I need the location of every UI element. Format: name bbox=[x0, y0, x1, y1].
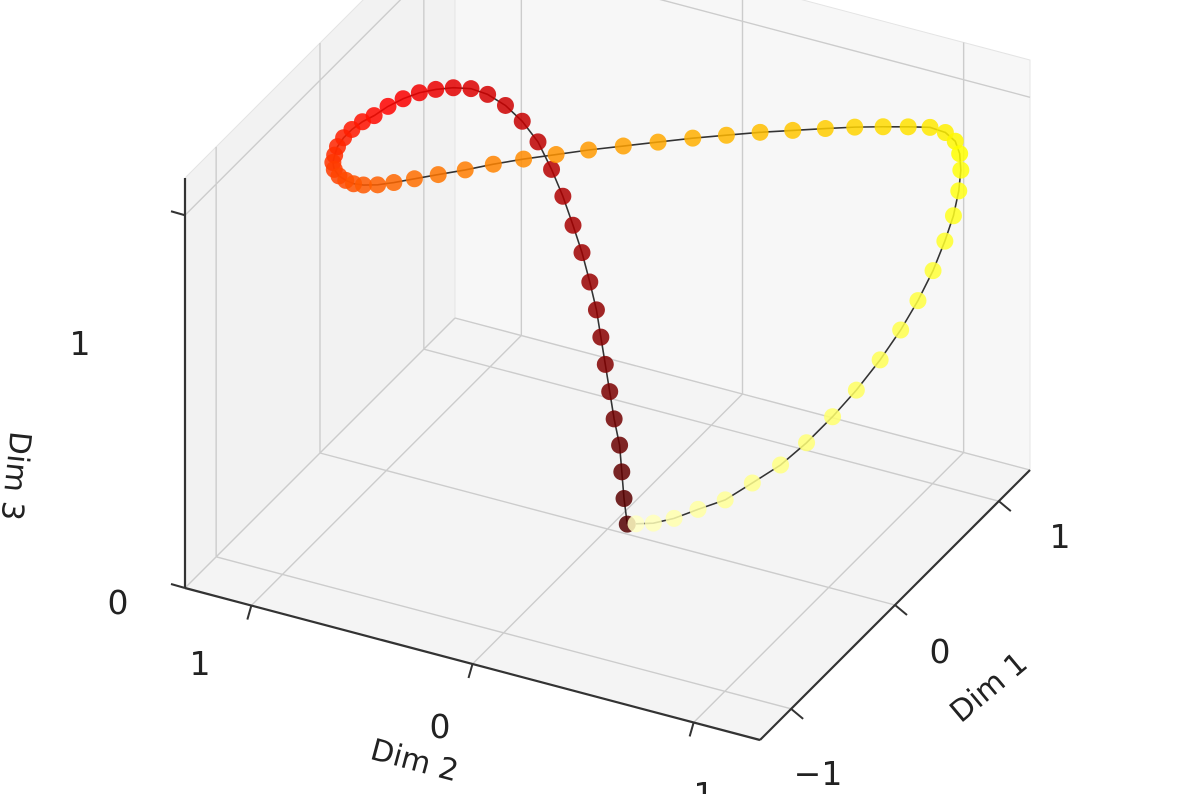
x-tick-mark bbox=[998, 500, 1012, 512]
data-point bbox=[405, 170, 423, 188]
data-point bbox=[613, 463, 631, 481]
data-point bbox=[601, 383, 619, 401]
y-tick-mark bbox=[246, 605, 253, 620]
data-point bbox=[816, 120, 834, 138]
data-points bbox=[324, 79, 970, 533]
data-point bbox=[484, 155, 502, 173]
x-tick-label-1: 1 bbox=[1050, 517, 1071, 556]
x-tick-label-0: 0 bbox=[930, 632, 951, 671]
data-point bbox=[614, 137, 632, 155]
y-tick-mark bbox=[688, 722, 695, 737]
data-point bbox=[580, 141, 598, 159]
data-point bbox=[462, 80, 480, 98]
data-point bbox=[410, 84, 428, 102]
data-point bbox=[479, 85, 497, 103]
data-point bbox=[354, 176, 372, 194]
data-point bbox=[573, 244, 591, 262]
data-point bbox=[847, 381, 865, 399]
data-point bbox=[627, 515, 645, 533]
z-tick-label-0: 0 bbox=[108, 583, 129, 622]
data-point bbox=[798, 434, 816, 452]
z-tick-label-1: 1 bbox=[70, 324, 91, 363]
data-point bbox=[952, 161, 970, 179]
data-point bbox=[874, 118, 892, 136]
data-point bbox=[564, 216, 582, 234]
data-point bbox=[751, 123, 769, 141]
x-tick-label-neg1: −1 bbox=[794, 754, 843, 793]
data-point bbox=[772, 456, 790, 474]
data-point bbox=[824, 408, 842, 426]
x-axis-label: Dim 1 bbox=[943, 646, 1034, 730]
data-point bbox=[950, 182, 968, 200]
x-tick-mark bbox=[894, 604, 908, 616]
y-tick-label-neg1: −1 bbox=[666, 775, 715, 794]
data-point bbox=[615, 490, 633, 508]
data-point bbox=[427, 80, 445, 98]
data-point bbox=[909, 292, 927, 310]
wall-grid-z bbox=[659, 0, 1031, 98]
data-point bbox=[592, 328, 610, 346]
data-point bbox=[456, 161, 474, 179]
data-point bbox=[743, 474, 761, 492]
data-point bbox=[716, 491, 734, 509]
data-point bbox=[394, 90, 412, 108]
data-point bbox=[596, 355, 614, 373]
data-point bbox=[665, 509, 683, 527]
data-point bbox=[554, 187, 572, 205]
data-point bbox=[587, 301, 605, 319]
tick-marks bbox=[170, 210, 1012, 737]
data-point bbox=[899, 118, 917, 136]
data-point bbox=[581, 273, 599, 291]
z-axis-label: Dim 3 bbox=[0, 430, 38, 522]
data-point bbox=[543, 160, 561, 178]
y-tick-label-1: 1 bbox=[190, 644, 211, 683]
data-point bbox=[871, 351, 889, 369]
data-point bbox=[611, 436, 629, 454]
z-tick-mark bbox=[170, 583, 186, 589]
data-point bbox=[944, 207, 962, 225]
data-point bbox=[385, 174, 403, 192]
data-point bbox=[921, 118, 939, 136]
x-tick-mark bbox=[790, 708, 804, 720]
data-point bbox=[515, 150, 533, 168]
z-tick-mark bbox=[170, 210, 186, 217]
floor-grid-x bbox=[423, 348, 1000, 502]
data-point bbox=[547, 146, 565, 164]
data-point bbox=[892, 321, 910, 339]
data-point bbox=[605, 410, 623, 428]
grid-lines bbox=[184, 0, 1031, 723]
data-point bbox=[369, 176, 387, 194]
data-point bbox=[846, 118, 864, 136]
data-point bbox=[429, 166, 447, 184]
data-point bbox=[689, 500, 707, 518]
floor-grid-y bbox=[250, 335, 522, 607]
data-point bbox=[379, 97, 397, 115]
wall-grid-z bbox=[454, 317, 1031, 471]
data-point bbox=[784, 121, 802, 139]
data-point bbox=[936, 232, 954, 250]
data-point bbox=[513, 112, 531, 130]
data-point bbox=[644, 514, 662, 532]
floor-grid-y bbox=[472, 393, 743, 665]
data-point bbox=[951, 145, 969, 163]
data-point bbox=[444, 79, 462, 97]
data-point bbox=[684, 129, 702, 147]
y-tick-mark bbox=[467, 663, 474, 679]
data-point bbox=[924, 262, 942, 280]
data-point bbox=[649, 133, 667, 151]
data-point bbox=[496, 96, 514, 114]
data-point bbox=[717, 126, 735, 144]
data-point bbox=[529, 133, 547, 151]
y-tick-label-0: 0 bbox=[430, 707, 451, 746]
